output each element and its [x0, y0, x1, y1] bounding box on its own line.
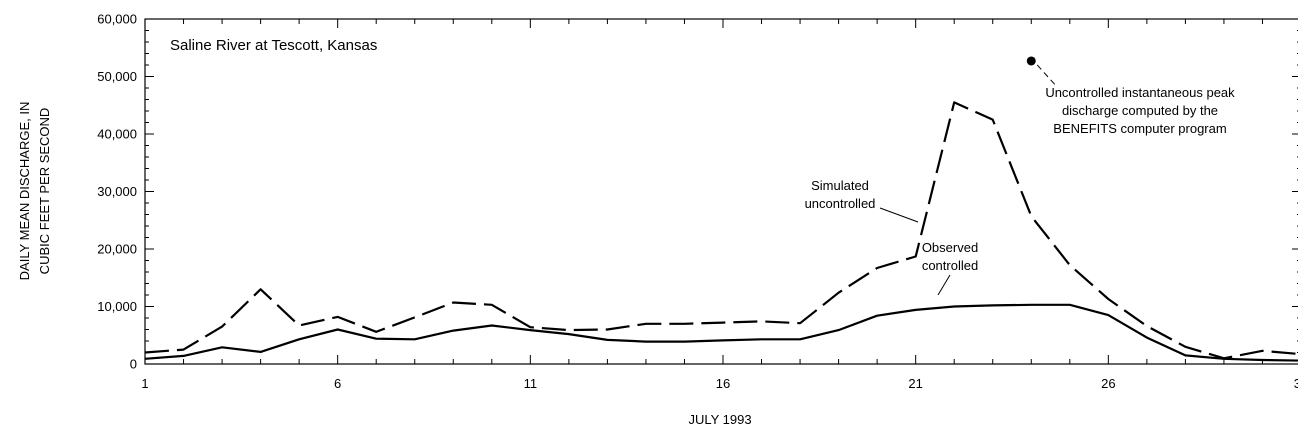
observed-label-line2: controlled — [922, 258, 978, 273]
simulated-uncontrolled-line — [144, 101, 1298, 360]
x-tick-label: 26 — [1101, 376, 1115, 391]
x-tick-label: 16 — [716, 376, 730, 391]
plot-frame — [144, 18, 1298, 365]
y-tick-label: 20,000 — [97, 242, 137, 257]
x-tick-label: 6 — [334, 376, 341, 391]
series-layer — [144, 101, 1298, 362]
y-tick-label: 30,000 — [97, 184, 137, 199]
x-tick-label: 31 — [1294, 376, 1298, 391]
peak-annotation-line2: discharge computed by the — [1062, 103, 1218, 118]
observed-label-leader — [937, 274, 951, 296]
simulated-label-line2: uncontrolled — [805, 196, 876, 211]
y-tick-label: 50,000 — [97, 69, 137, 84]
observed-label-line1: Observed — [922, 240, 978, 255]
x-tick-label: 11 — [524, 376, 538, 391]
simulated-label-leader — [879, 207, 919, 223]
x-tick-labels: 161116212631 — [141, 376, 1298, 391]
y-tick-label: 10,000 — [97, 299, 137, 314]
y-tick-label: 40,000 — [97, 127, 137, 142]
y-tick-label: 60,000 — [97, 12, 137, 27]
simulated-label-line1: Simulated — [811, 178, 869, 193]
x-tick-label: 21 — [908, 376, 922, 391]
observed-controlled-line — [144, 303, 1298, 362]
y-tick-labels: 0 10,000 20,000 30,000 40,000 50,000 60,000 — [97, 12, 137, 372]
peak-annotation-line3: BENEFITS computer program — [1053, 121, 1226, 136]
peak-annotation-line1: Uncontrolled instantaneous peak — [1045, 85, 1235, 100]
y-axis-label: DAILY MEAN DISCHARGE, IN CUBIC FEET PER … — [17, 102, 52, 281]
x-axis-label: JULY 1993 — [688, 412, 751, 427]
y-axis-label-line2: CUBIC FEET PER SECOND — [37, 108, 52, 275]
peak-point-marker — [1026, 56, 1036, 66]
tick-marks — [144, 18, 1298, 365]
chart-title: Saline River at Tescott, Kansas — [170, 37, 377, 54]
y-tick-label: 0 — [130, 357, 137, 372]
peak-annotation-leader — [1036, 64, 1056, 86]
x-tick-label: 1 — [141, 376, 148, 391]
y-axis-label-line1: DAILY MEAN DISCHARGE, IN — [17, 102, 32, 281]
